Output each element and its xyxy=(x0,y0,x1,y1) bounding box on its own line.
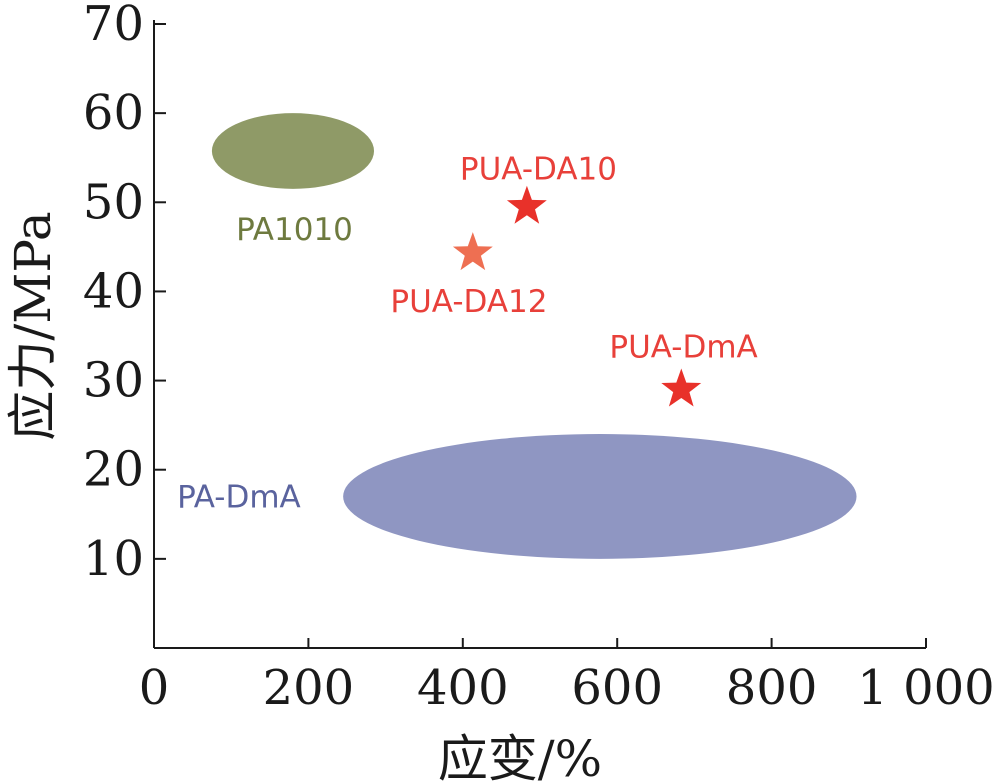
x-tick-label: 1 000 xyxy=(857,660,994,716)
label-pua-da10: PUA-DA10 xyxy=(460,151,617,187)
x-tick-label: 400 xyxy=(417,660,509,716)
x-tick-label: 800 xyxy=(726,660,818,716)
region-pa1010 xyxy=(211,113,375,189)
point-pua-dma xyxy=(661,368,702,407)
x-tick-label: 600 xyxy=(571,660,663,716)
points-layer xyxy=(452,185,702,407)
y-tick-label: 20 xyxy=(83,442,144,498)
label-pa1010: PA1010 xyxy=(236,212,353,248)
axes-layer: 0 200 400 600 800 1 000 10 20 30 40 50 60 70 xyxy=(83,0,994,716)
x-tick-label: 200 xyxy=(263,660,355,716)
labels-layer: PA1010 PA-DmA PUA-DA10 PUA-DA12 PUA-DmA xyxy=(177,151,758,515)
regions-layer xyxy=(211,113,857,559)
x-axis-title: 应变/% xyxy=(438,730,602,784)
y-tick-label: 70 xyxy=(83,0,144,52)
label-pa-dma: PA-DmA xyxy=(177,479,301,515)
y-axis-title: 应力/MPa xyxy=(4,211,62,440)
point-pua-da12 xyxy=(452,232,493,271)
y-tick-label: 50 xyxy=(83,174,144,230)
region-pa-dma xyxy=(343,434,857,559)
label-pua-dma: PUA-DmA xyxy=(609,330,757,366)
y-tick-label: 30 xyxy=(83,353,144,409)
y-tick-label: 40 xyxy=(83,263,144,319)
x-tick-label: 0 xyxy=(139,660,170,716)
point-pua-da10 xyxy=(506,185,547,224)
y-tick-label: 60 xyxy=(83,85,144,141)
label-pua-da12: PUA-DA12 xyxy=(390,284,547,320)
y-tick-label: 10 xyxy=(83,531,144,587)
